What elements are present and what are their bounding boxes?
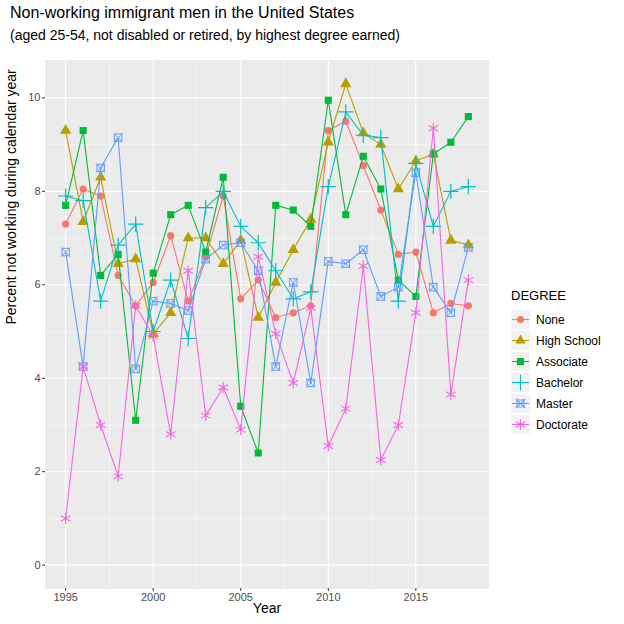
html-text:None: None	[536, 312, 565, 327]
html-text:(aged 25-54, not disabled or r: (aged 25-54, not disabled or retired, by…	[10, 27, 400, 43]
svg-text:6: 6	[34, 278, 40, 290]
svg-text:2000: 2000	[141, 591, 165, 603]
svg-text:2005: 2005	[228, 591, 252, 603]
svg-text:4: 4	[34, 372, 40, 384]
svg-text:Percent not working during cal: Percent not working during calendar year	[3, 69, 19, 325]
html-text:High School: High School	[536, 333, 601, 348]
svg-text:2: 2	[34, 465, 40, 477]
svg-text:10: 10	[28, 91, 40, 103]
svg-text:2010: 2010	[316, 591, 340, 603]
html-text:DEGREE: DEGREE	[511, 288, 566, 303]
html-text:Associate: Associate	[536, 354, 588, 369]
html-text:Non-working immigrant men in t: Non-working immigrant men in the United …	[10, 4, 355, 21]
svg-text:2015: 2015	[404, 591, 428, 603]
svg-text:8: 8	[34, 185, 40, 197]
svg-text:1995: 1995	[53, 591, 77, 603]
svg-text:0: 0	[34, 559, 40, 571]
html-text:Master: Master	[536, 396, 573, 411]
svg-text:Year: Year	[253, 600, 282, 616]
html-text:Bachelor: Bachelor	[536, 375, 584, 390]
html-text:Doctorate: Doctorate	[536, 417, 588, 432]
